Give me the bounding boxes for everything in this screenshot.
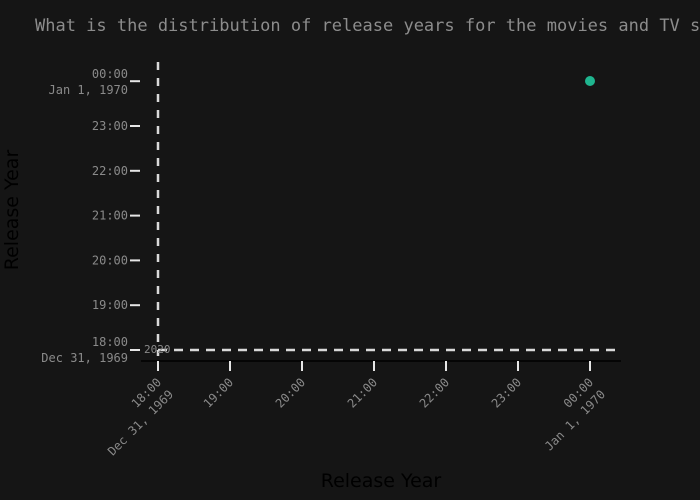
y-tick-label: 19:00: [92, 298, 128, 312]
y-tick-label: 00:00: [92, 67, 128, 81]
x-axis-title: Release Year: [321, 470, 442, 492]
rule-layer: 2020: [144, 62, 621, 356]
x-tick-label: 23:00: [489, 375, 524, 410]
rule-label: 2020: [144, 343, 171, 356]
y-tick-label: 21:00: [92, 209, 128, 223]
x-tick-label: 19:00: [201, 375, 236, 410]
data-point: [585, 76, 595, 86]
y-tick-label: 22:00: [92, 164, 128, 178]
chart-title: What is the distribution of release year…: [35, 16, 700, 36]
y-tick-label: 23:00: [92, 119, 128, 133]
y-tick-label: 18:00: [92, 335, 128, 349]
y-tick-label: 20:00: [92, 253, 128, 267]
data-points: [585, 76, 595, 86]
y-axis-ticks: 18:00 Dec 31, 1969 19:00 20:00 21:00 22:00 23:…: [41, 67, 140, 365]
y-tick-sublabel: Jan 1, 1970: [49, 83, 128, 97]
x-tick-label: 22:00: [417, 375, 452, 410]
y-axis-title: Release Year: [1, 150, 23, 271]
x-tick-label: 21:00: [345, 375, 380, 410]
y-tick-sublabel: Dec 31, 1969: [41, 351, 128, 365]
x-tick-label: 20:00: [273, 375, 308, 410]
